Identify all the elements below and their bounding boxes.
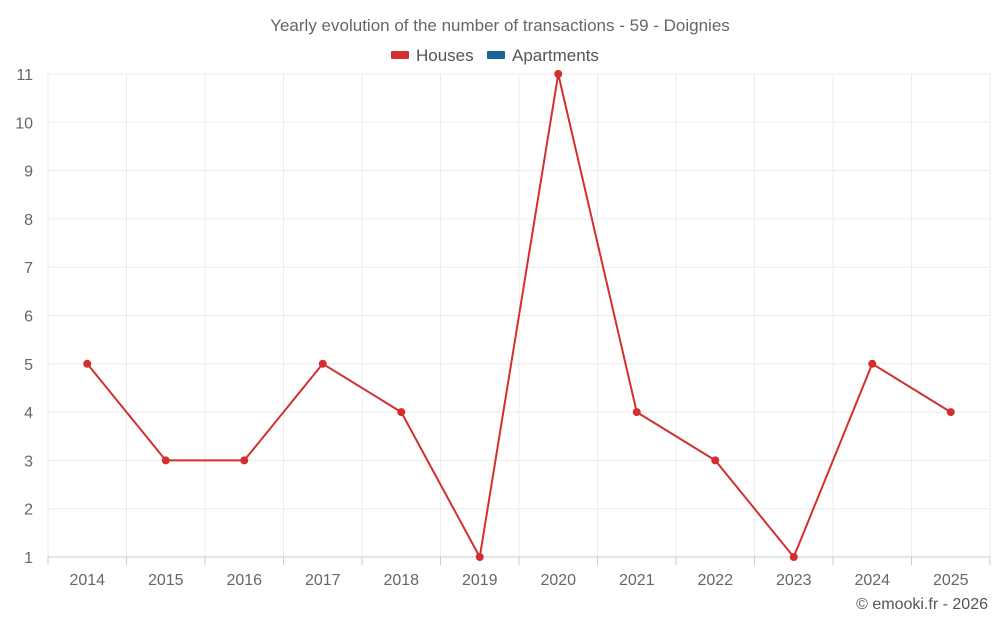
data-point-houses[interactable]: [789, 553, 798, 561]
y-tick-label: 5: [24, 357, 33, 374]
y-axis-tick-labels: 1 2 3 4 5 6 7 8 9 10 11: [15, 67, 33, 567]
y-tick-label: 11: [16, 67, 33, 84]
y-tick-label: 4: [24, 405, 33, 422]
series-lines: [86, 73, 952, 558]
chart-axes: [47, 556, 991, 565]
chart-legend: Houses Apartments: [391, 46, 599, 65]
x-tick-label: 2014: [69, 572, 105, 589]
y-tick-label: 10: [15, 115, 33, 132]
data-point-houses[interactable]: [161, 456, 170, 465]
data-point-houses[interactable]: [632, 408, 641, 417]
data-point-houses[interactable]: [318, 359, 327, 368]
data-point-houses[interactable]: [475, 553, 484, 561]
y-tick-label: 9: [24, 164, 33, 181]
x-tick-label: 2025: [933, 572, 969, 589]
x-tick-label: 2022: [697, 572, 733, 589]
chart-grid: [47, 73, 991, 557]
data-point-houses[interactable]: [83, 359, 92, 368]
x-tick-label: 2021: [619, 572, 655, 589]
x-tick-label: 2020: [540, 572, 576, 589]
legend-label-houses: Houses: [416, 46, 474, 65]
legend-item-apartments[interactable]: Apartments: [487, 46, 599, 65]
x-tick-label: 2019: [462, 572, 498, 589]
legend-swatch-houses: [391, 51, 409, 59]
series-points: [83, 70, 955, 561]
x-tick-label: 2018: [383, 572, 419, 589]
data-point-houses[interactable]: [946, 408, 955, 417]
x-tick-label: 2015: [148, 572, 184, 589]
y-tick-label: 6: [24, 309, 33, 326]
data-point-houses[interactable]: [240, 456, 249, 465]
x-tick-label: 2016: [226, 572, 262, 589]
y-tick-label: 2: [24, 502, 33, 519]
data-point-houses[interactable]: [711, 456, 720, 465]
x-tick-label: 2024: [854, 572, 890, 589]
x-axis-tick-labels: 2014 2015 2016 2017 2018 2019 2020 2021 2022 2023…: [69, 572, 968, 589]
y-tick-label: 3: [24, 453, 33, 470]
x-tick-label: 2023: [776, 572, 812, 589]
y-tick-label: 7: [24, 260, 33, 277]
legend-item-houses[interactable]: Houses: [391, 46, 474, 65]
data-point-houses[interactable]: [868, 359, 877, 368]
legend-label-apartments: Apartments: [512, 46, 599, 65]
y-tick-label: 8: [24, 212, 33, 229]
y-tick-label: 1: [24, 550, 33, 567]
chart-title: Yearly evolution of the number of transa…: [270, 16, 730, 35]
x-tick-label: 2017: [305, 572, 341, 589]
data-point-houses[interactable]: [554, 70, 563, 78]
legend-swatch-apartments: [487, 51, 505, 59]
credit-text: © emooki.fr - 2026: [856, 596, 988, 613]
data-point-houses[interactable]: [397, 408, 406, 417]
series-line-houses: [86, 73, 952, 558]
